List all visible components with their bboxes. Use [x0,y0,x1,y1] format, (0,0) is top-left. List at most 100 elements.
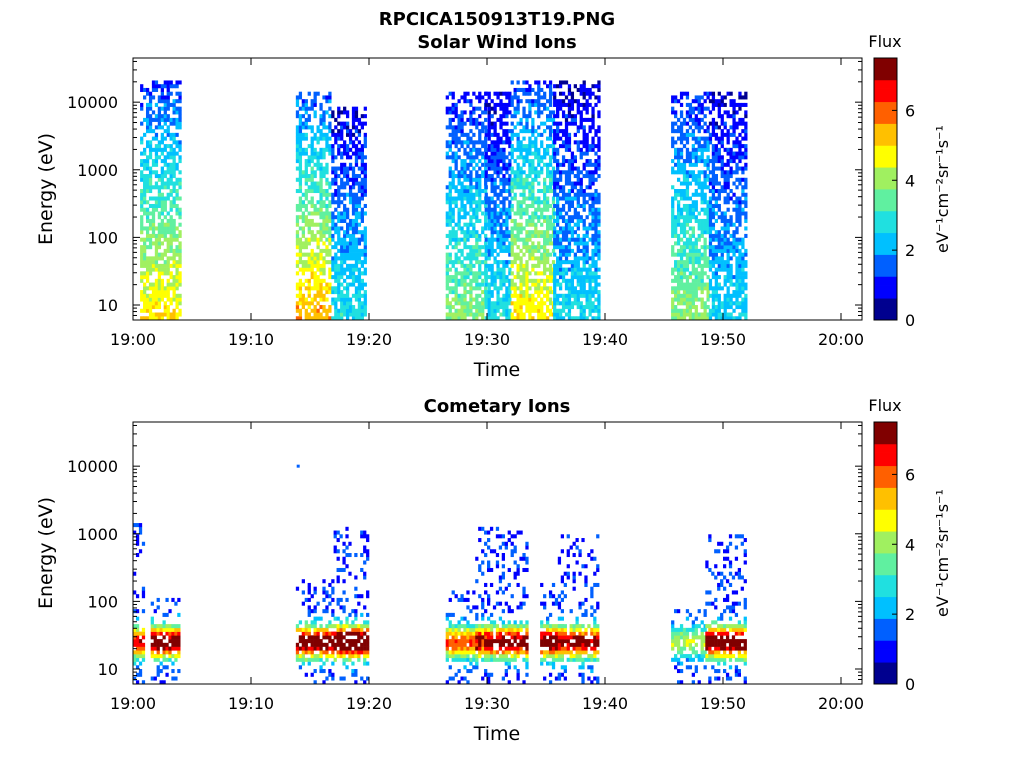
flux-cell [502,305,506,310]
flux-cell [691,192,695,197]
flux-cell [579,87,583,92]
flux-cell [694,125,698,130]
flux-cell [594,211,598,216]
flux-cell [148,144,153,149]
flux-cell [720,129,724,134]
flux-cell [163,233,167,238]
flux-cell [472,147,476,152]
flux-cell [348,177,353,182]
flux-cell [671,95,675,100]
flux-cell [551,200,556,205]
flux-cell [528,136,532,141]
flux-cell [679,181,684,186]
flux-cell [510,207,514,212]
flux-cell [531,252,535,257]
flux-cell [567,174,572,179]
flux-cell [522,252,526,257]
flux-cell [723,222,727,227]
flux-cell [525,301,529,306]
flux-cell [708,282,713,287]
flux-cell [460,275,464,280]
flux-cell [528,87,532,92]
flux-cell [301,174,305,179]
flux-cell [328,181,332,186]
flux-cell [528,233,532,238]
flux-cell [682,263,687,268]
flux-cell [691,117,695,122]
flux-cell [741,297,745,302]
flux-cell [674,312,678,317]
flux-cell [484,185,488,190]
flux-cell [505,181,509,186]
flux-cell [475,207,479,212]
flux-cell [561,102,566,107]
flux-cell [505,290,509,295]
flux-cell [505,129,509,134]
flux-cell [723,282,727,287]
flux-cell [567,84,572,89]
flux-cell [682,260,687,265]
flux-cell [490,218,494,223]
flux-cell [357,282,362,287]
flux-cell [166,263,170,268]
flux-cell [478,185,482,190]
flux-cell [534,147,538,152]
flux-cell [505,106,509,111]
flux-cell [594,230,598,235]
y-tick-label: 10 [98,296,118,315]
flux-cell [307,177,311,182]
flux-cell [513,252,517,257]
flux-cell [313,189,317,194]
flux-cell [682,275,687,280]
flux-cell [322,293,326,298]
flux-cell [582,286,586,291]
flux-cell [585,256,589,261]
flux-cell [741,207,745,212]
flux-cell [502,293,506,298]
flux-cell [691,297,695,302]
flux-cell [671,203,675,209]
flux-cell [588,308,592,313]
flux-cell [671,290,675,295]
flux-cell [331,147,335,152]
flux-cell [160,263,164,268]
flux-cell [499,297,503,302]
flux-cell [516,297,520,302]
flux-cell [363,260,367,265]
flux-cell [570,226,575,231]
flux-cell [676,125,681,130]
flux-cell [540,121,544,126]
flux-cell [487,136,491,141]
flux-cell [676,192,681,197]
flux-cell [490,305,494,310]
flux-cell [708,233,713,238]
flux-cell [570,215,575,220]
flux-cell [457,308,461,313]
flux-cell [490,177,494,182]
flux-cell [166,114,170,119]
flux-cell [567,222,572,227]
flux-cell [714,245,718,250]
flux-cell [304,132,308,137]
flux-cell [570,151,575,156]
flux-cell [540,166,544,171]
flux-cell [556,308,560,313]
flux-cell [169,162,173,167]
flux-cell [310,136,314,141]
flux-cell [679,237,684,242]
flux-cell [534,215,538,220]
flux-cell [573,114,577,119]
flux-cell [723,275,727,280]
flux-cell [328,230,332,235]
flux-cell [700,226,704,231]
flux-cell [148,237,153,242]
flux-cell [143,166,147,171]
flux-cell [688,271,693,276]
flux-cell [313,207,317,212]
flux-cell [519,147,523,152]
flux-cell [582,282,586,287]
flux-cell [567,196,572,201]
flux-cell [691,200,695,205]
flux-cell [328,271,332,276]
flux-cell [591,256,595,261]
